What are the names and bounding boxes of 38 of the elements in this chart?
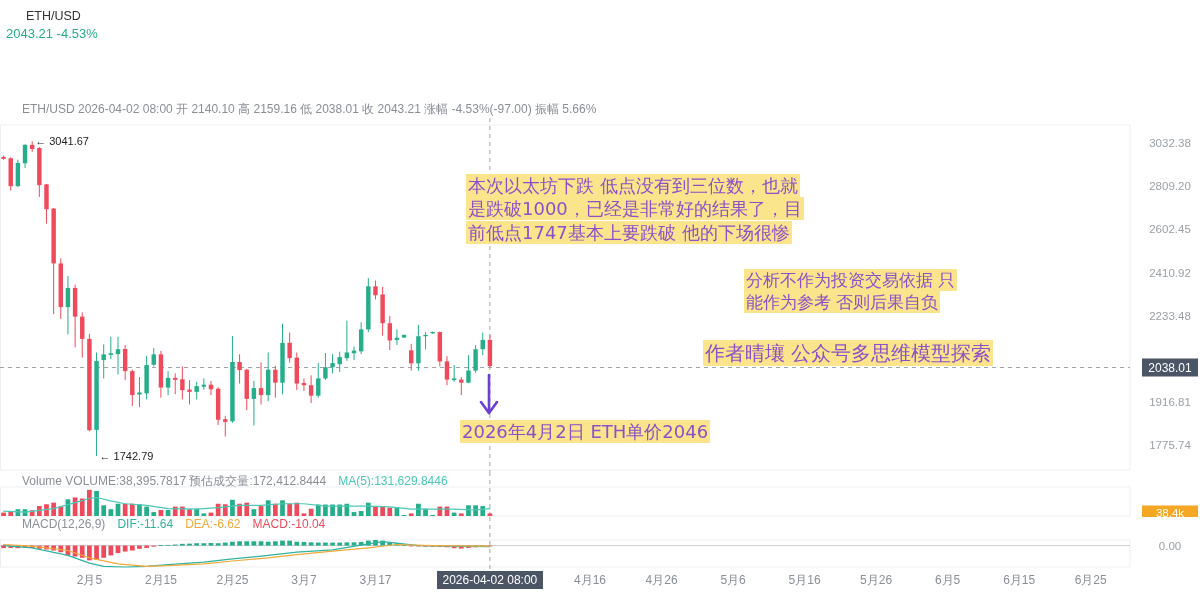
ref-line-label: 2026-04-02 08:00 — [436, 571, 544, 589]
text: DIF:-11.64 — [117, 517, 174, 531]
chart-title: Volume VOLUME:38,395.7817 预估成交量:172,412.8444 — [22, 474, 327, 488]
x-tick-label: 4月16 — [574, 573, 607, 587]
annotation: 2026年4月2日 ETH单价2046 — [460, 420, 711, 443]
x-tick-label: 2月25 — [216, 573, 249, 587]
x-tick-label: 6月15 — [1003, 573, 1036, 587]
series-label: MACD:-10.04 — [252, 517, 326, 531]
text: DEA:-6.62 — [185, 517, 241, 531]
series-label: MA(5):131,629.8446 — [338, 474, 448, 488]
y-tick-label: 2809.20 — [1149, 180, 1191, 193]
x-tick-label: 5月26 — [860, 573, 893, 587]
y-tick-label: 2602.45 — [1149, 223, 1191, 236]
annotation: ← 1742.79 — [99, 449, 154, 462]
ref-line-label: 2038.01 — [1148, 360, 1193, 375]
text: 38.4k — [1155, 507, 1185, 520]
y-tick-label: 1916.81 — [1149, 396, 1191, 409]
x-tick-label: 6月25 — [1074, 573, 1107, 587]
annotation: 作者晴壤 公众号多思维模型探索 — [703, 340, 994, 366]
annotation: 分析不作为投资交易依据 只能作为参考 否则后果自负 — [744, 269, 958, 314]
x-tick-label: 6月5 — [934, 573, 961, 587]
x-tick-label: 3月17 — [359, 573, 392, 587]
x-tick-label: 2月15 — [144, 573, 178, 587]
x-tick-label: 5月6 — [720, 573, 747, 587]
y-tick-label: 2410.92 — [1149, 266, 1191, 279]
x-tick-label: 3月7 — [291, 573, 317, 587]
x-tick-label: 4月26 — [645, 573, 678, 587]
chart-title: MACD(12,26,9) — [22, 517, 106, 531]
annotation: ← 3041.67 — [35, 135, 90, 148]
chart-subtitle: ETH/USD 2026-04-02 08:00 开 2140.10 高 2159.16 低 2038.01 收 2043.21 涨幅 -4.53%(-97.00) 振幅 5.66% — [22, 102, 597, 116]
x-tick-label: 2月5 — [76, 573, 103, 587]
y-tick-label: 1775.74 — [1149, 439, 1192, 452]
chart-title: ETH/USD 2043.21 -4.53% — [6, 9, 99, 41]
annotation: 本次以太坊下跌 低点没有到三位数，也就是跌破1000，已经是非常好的结果了，目前低点1747基本上要跌破 他的下场很惨 — [466, 174, 804, 244]
x-tick-label: 5月16 — [788, 573, 821, 587]
y-tick-label: 3032.38 — [1149, 136, 1191, 149]
y-tick-label: 2233.48 — [1149, 309, 1191, 322]
text: 0.00 — [1158, 539, 1182, 552]
